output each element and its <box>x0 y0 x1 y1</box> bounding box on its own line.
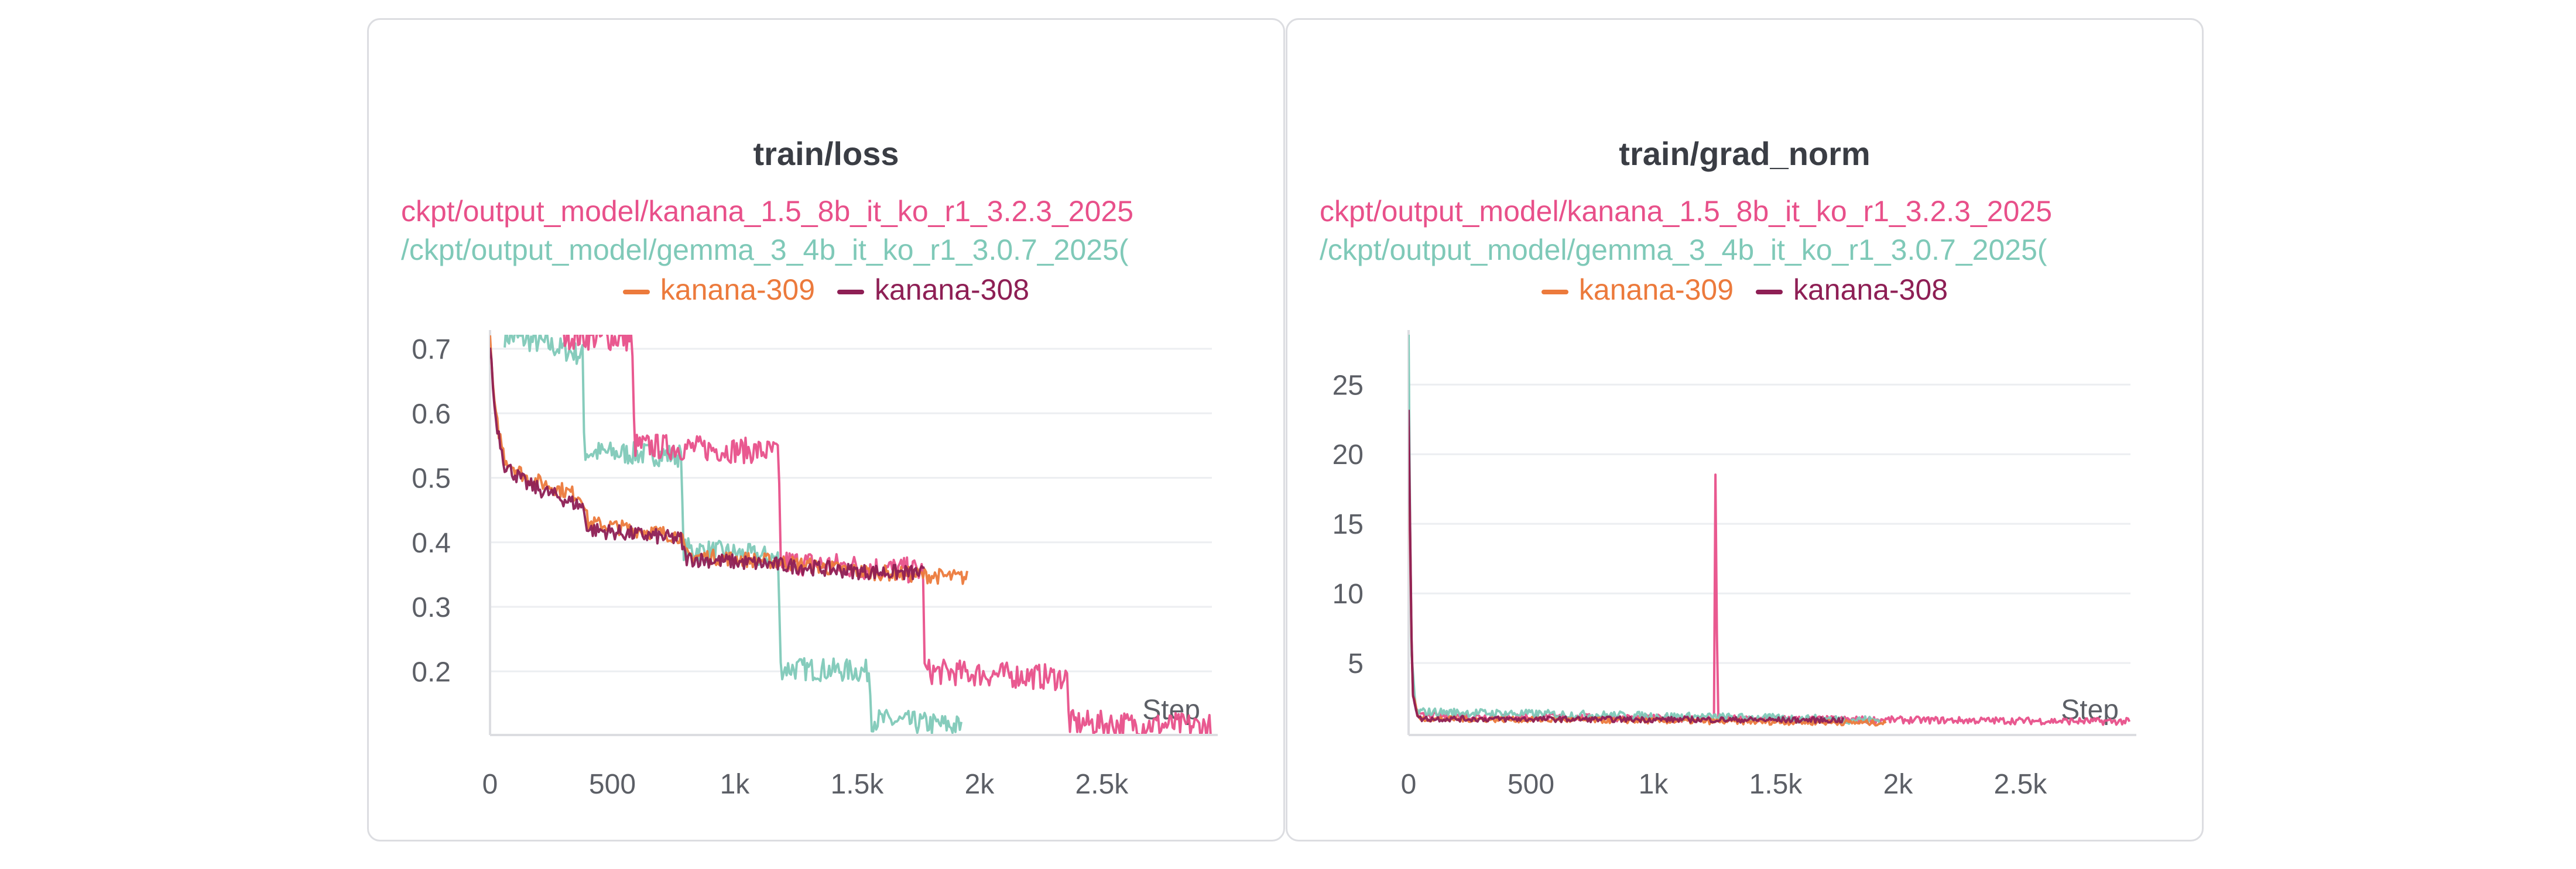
legend-label: kanana-309 <box>660 273 816 306</box>
y-tick-label: 5 <box>1348 648 1364 679</box>
run-name-kanana: ckpt/output_model/kanana_1.5_8b_it_ko_r1… <box>401 195 1134 228</box>
series-line-kanana-309 <box>1409 426 1887 727</box>
x-tick-label: 500 <box>1508 769 1554 800</box>
legend-item-kanana-309[interactable]: kanana-309 <box>622 273 816 307</box>
x-tick-label: 1k <box>1639 769 1669 800</box>
run-name-gemma: /ckpt/output_model/gemma_3_4b_it_ko_r1_3… <box>401 233 1129 266</box>
x-tick-label: 2.5k <box>1994 769 2048 800</box>
legend-swatch <box>1541 289 1568 294</box>
chart-title: train/grad_norm <box>1619 135 1871 172</box>
x-tick-label: 1.5k <box>831 769 885 800</box>
y-tick-label: 25 <box>1332 370 1364 401</box>
series-line-kanana-308 <box>1409 410 1845 724</box>
legend-label: kanana-308 <box>1793 273 1948 306</box>
y-tick-label: 0.7 <box>412 334 451 365</box>
y-tick-label: 0.5 <box>412 463 451 494</box>
legend-label: kanana-308 <box>874 273 1030 306</box>
series-line-gemma_3_4b_it_ko_r1_3.0.7 <box>1409 335 1881 725</box>
legend: kanana-309 kanana-308 <box>1287 273 2202 307</box>
run-name-kanana: ckpt/output_model/kanana_1.5_8b_it_ko_r1… <box>1320 195 2053 228</box>
y-tick-label: 20 <box>1332 439 1364 470</box>
chart-panel-grad-norm[interactable]: train/grad_norm ckpt/output_model/kanana… <box>1286 18 2204 841</box>
chart-panel-loss[interactable]: train/loss ckpt/output_model/kanana_1.5_… <box>367 18 1285 841</box>
legend-swatch <box>1755 289 1783 294</box>
series-line-kanana-308 <box>490 347 926 581</box>
x-tick-label: 1.5k <box>1749 769 1803 800</box>
y-tick-label: 10 <box>1332 579 1364 610</box>
x-tick-label: 0 <box>482 769 498 800</box>
y-tick-label: 0.3 <box>412 592 451 623</box>
y-tick-label: 0.4 <box>412 528 451 559</box>
legend-item-kanana-309[interactable]: kanana-309 <box>1541 273 1734 307</box>
chart-title: train/loss <box>753 135 899 172</box>
legend: kanana-309 kanana-308 <box>369 273 1283 307</box>
x-tick-label: 2k <box>1883 769 1914 800</box>
legend-item-kanana-308[interactable]: kanana-308 <box>837 273 1029 307</box>
series-line-kanana_1.5_8b_it_ko_r1_3.2.3 <box>563 335 1212 734</box>
legend-swatch <box>622 289 650 294</box>
series-line-kanana_1.5_8b_it_ko_r1_3.2.3 <box>1409 451 2131 726</box>
y-tick-label: 15 <box>1332 509 1364 540</box>
x-tick-label: 2.5k <box>1075 769 1129 800</box>
x-tick-label: 2k <box>965 769 995 800</box>
y-tick-label: 0.2 <box>412 657 451 688</box>
series-line-gemma_3_4b_it_ko_r1_3.0.7 <box>503 335 962 734</box>
x-tick-label: 500 <box>589 769 636 800</box>
y-tick-label: 0.6 <box>412 399 451 430</box>
legend-swatch <box>837 289 864 294</box>
legend-label: kanana-309 <box>1578 273 1734 306</box>
run-name-gemma: /ckpt/output_model/gemma_3_4b_it_ko_r1_3… <box>1320 233 2047 266</box>
x-tick-label: 1k <box>720 769 751 800</box>
x-tick-label: 0 <box>1401 769 1417 800</box>
legend-item-kanana-308[interactable]: kanana-308 <box>1755 273 1948 307</box>
